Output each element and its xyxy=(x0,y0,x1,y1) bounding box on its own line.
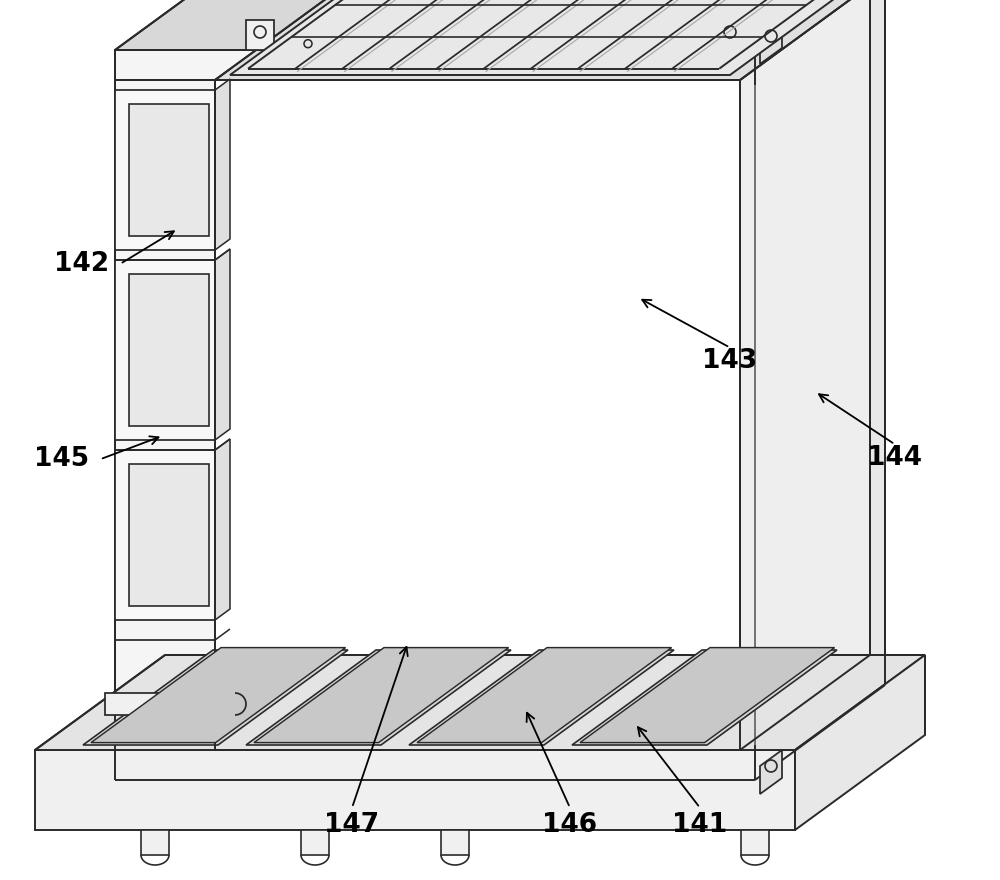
Polygon shape xyxy=(115,90,215,250)
Polygon shape xyxy=(795,655,925,830)
Text: 142: 142 xyxy=(54,251,110,277)
Polygon shape xyxy=(215,79,230,250)
Polygon shape xyxy=(105,693,235,715)
Polygon shape xyxy=(741,830,769,855)
Polygon shape xyxy=(246,650,511,745)
Text: 146: 146 xyxy=(542,811,598,838)
Polygon shape xyxy=(35,655,925,750)
Polygon shape xyxy=(716,20,744,50)
Polygon shape xyxy=(115,0,885,50)
Polygon shape xyxy=(115,260,215,440)
Polygon shape xyxy=(129,104,209,236)
Polygon shape xyxy=(91,648,346,743)
Polygon shape xyxy=(580,648,835,743)
Polygon shape xyxy=(115,450,215,620)
Text: 141: 141 xyxy=(672,811,728,838)
Polygon shape xyxy=(755,0,885,780)
Polygon shape xyxy=(83,650,348,745)
Polygon shape xyxy=(760,20,782,64)
Polygon shape xyxy=(115,80,215,750)
Polygon shape xyxy=(760,750,782,794)
Polygon shape xyxy=(129,274,209,426)
Polygon shape xyxy=(409,650,674,745)
Polygon shape xyxy=(572,650,837,745)
Polygon shape xyxy=(740,0,870,750)
Polygon shape xyxy=(246,20,274,50)
Polygon shape xyxy=(254,648,509,743)
Text: 144: 144 xyxy=(868,444,922,471)
Polygon shape xyxy=(215,439,230,620)
Polygon shape xyxy=(215,249,230,440)
Polygon shape xyxy=(115,50,755,780)
Polygon shape xyxy=(35,750,795,830)
Polygon shape xyxy=(230,0,860,75)
Text: 147: 147 xyxy=(324,811,380,838)
Text: 143: 143 xyxy=(702,348,758,374)
Polygon shape xyxy=(301,830,329,855)
Polygon shape xyxy=(417,648,672,743)
Polygon shape xyxy=(441,830,469,855)
Polygon shape xyxy=(215,80,740,750)
Polygon shape xyxy=(129,464,209,606)
Polygon shape xyxy=(215,0,870,80)
Polygon shape xyxy=(141,830,169,855)
Text: 145: 145 xyxy=(34,446,90,473)
